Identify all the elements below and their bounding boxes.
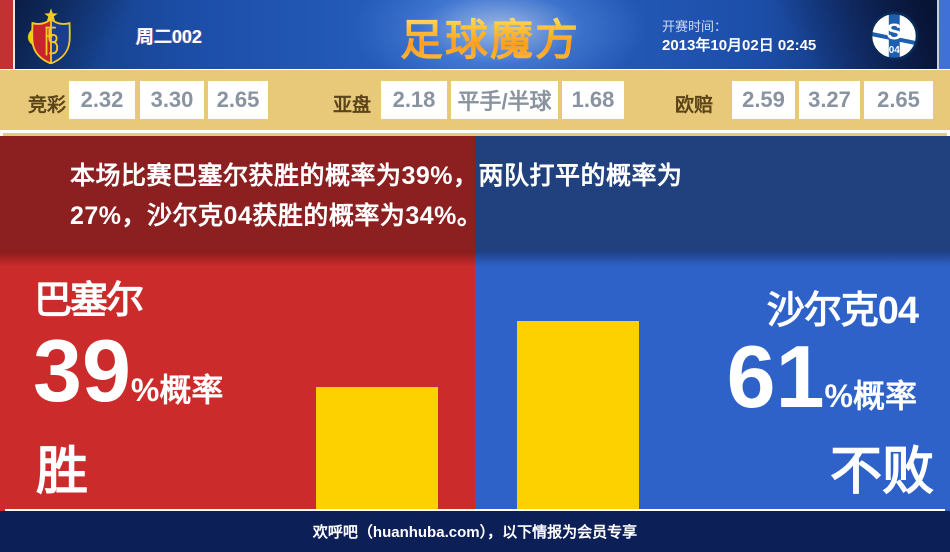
- svg-text:04: 04: [889, 45, 900, 56]
- svg-text:S: S: [887, 19, 902, 45]
